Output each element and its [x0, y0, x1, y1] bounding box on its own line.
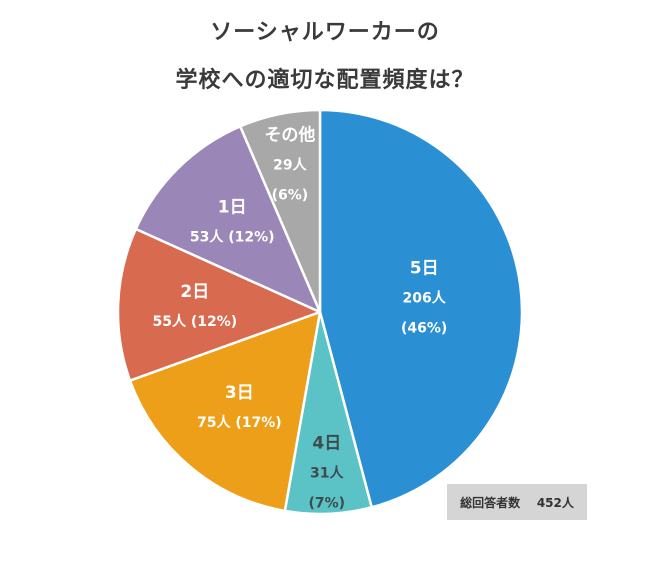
- slice-2-percent-label: (7%): [308, 495, 345, 511]
- total-respondents-value: 452人: [536, 495, 574, 510]
- slice-1-percent-label: (46%): [401, 320, 447, 336]
- slice-1-label: 5日: [410, 258, 439, 278]
- slice-6-label: その他: [264, 125, 315, 146]
- total-respondents-spacer: [520, 495, 537, 509]
- pie-slice-4: [116, 227, 322, 382]
- slice-2-count-label: 31人: [310, 464, 344, 481]
- pie-slice-5: [134, 125, 322, 314]
- slice-1-count-label: 206人: [403, 289, 447, 306]
- total-respondents-label: 総回答者数: [460, 495, 521, 510]
- pie-slice-1: [318, 108, 524, 509]
- chart-title-line2: 学校への適切な配置頻度は？: [175, 68, 475, 93]
- slice-5-count-label: 53人 (12%): [190, 229, 275, 246]
- total-respondents-box: 総回答者数 452人: [447, 484, 587, 520]
- slice-4-label: 2日: [180, 282, 209, 302]
- slice-6-percent-label: (6%): [272, 188, 309, 204]
- slice-5-label: 1日: [218, 198, 247, 218]
- chart-title-line1: ソーシャルワーカーの: [210, 20, 440, 45]
- pie-slice-6: [239, 108, 322, 314]
- slice-4-count-label: 55人 (12%): [153, 313, 238, 330]
- slice-3-label: 3日: [225, 383, 254, 403]
- slice-2-label: 4日: [312, 433, 341, 453]
- slice-6-count-label: 29人: [273, 157, 307, 174]
- slice-3-count-label: 75人 (17%): [197, 414, 282, 431]
- pie-slice-3: [128, 310, 322, 513]
